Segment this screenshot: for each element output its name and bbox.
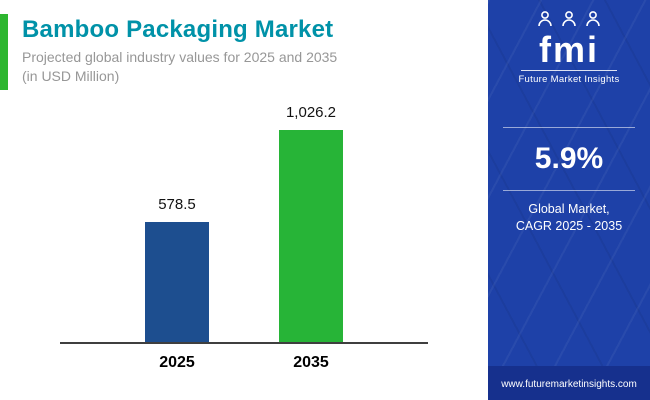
cagr-value: 5.9%: [534, 142, 604, 175]
header: Bamboo Packaging Market Projected global…: [0, 14, 488, 90]
bar-group-2025: 578.5: [145, 196, 209, 342]
sidebar-divider-top: [503, 127, 635, 128]
subtitle-line-2: (in USD Million): [22, 68, 120, 84]
plot-area: 578.5 1,026.2: [60, 104, 428, 344]
bar: [145, 222, 209, 342]
x-label-2025: 2025: [159, 354, 195, 371]
chart-panel: Bamboo Packaging Market Projected global…: [0, 14, 488, 372]
x-label-2035: 2035: [293, 354, 329, 371]
bar-value-2025: 578.5: [158, 196, 196, 213]
logo-rule: [520, 70, 617, 71]
bar: [279, 130, 343, 342]
x-axis-labels: 2025 2035: [60, 354, 428, 372]
logo-subtext: Future Market Insights: [518, 74, 620, 85]
sidebar-divider-bottom: [503, 190, 635, 191]
page-title: Bamboo Packaging Market: [22, 16, 334, 43]
cagr-label: Global Market, CAGR 2025 - 2035: [516, 201, 622, 235]
bar-value-2035: 1,026.2: [285, 104, 337, 121]
sidebar-bottom-bar: www.futuremarketinsights.com: [488, 366, 650, 400]
cagr-label-line-1: Global Market,: [528, 202, 610, 216]
sidebar: fmi Future Market Insights 5.9% Global M…: [488, 0, 650, 400]
website-link[interactable]: www.futuremarketinsights.com: [501, 379, 637, 390]
cagr-label-line-2: CAGR 2025 - 2035: [515, 219, 623, 233]
bar-group-2035: 1,026.2: [279, 104, 343, 342]
logo-person-icons: [518, 10, 619, 33]
person-icons-svg: [538, 11, 600, 27]
fmi-logo: fmi Future Market Insights: [518, 10, 619, 85]
bar-chart: 578.5 1,026.2 2025 2035: [0, 104, 488, 372]
subtitle-line-1: Projected global industry values for 202…: [22, 49, 338, 65]
logo-text: fmi: [538, 29, 599, 70]
